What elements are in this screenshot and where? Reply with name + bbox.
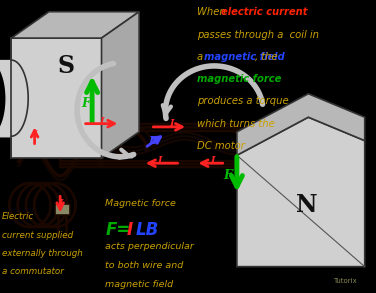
Text: passes through a  coil in: passes through a coil in <box>197 30 319 40</box>
Text: a: a <box>197 52 207 62</box>
Text: acts perpendicular: acts perpendicular <box>105 242 194 251</box>
Text: magnetic field: magnetic field <box>105 280 173 289</box>
Polygon shape <box>102 12 139 158</box>
Text: electric current: electric current <box>221 7 307 17</box>
Text: I: I <box>58 199 62 208</box>
Text: Electric: Electric <box>2 212 34 222</box>
Text: B: B <box>149 135 158 146</box>
Text: Magnetic force: Magnetic force <box>105 199 176 208</box>
Text: N: N <box>296 193 317 217</box>
Text: When: When <box>197 7 229 17</box>
Text: externally through: externally through <box>2 249 83 258</box>
Text: F: F <box>81 97 90 110</box>
Polygon shape <box>237 117 365 267</box>
Text: I: I <box>169 120 173 128</box>
Text: I: I <box>127 221 133 239</box>
Text: , the: , the <box>255 52 277 62</box>
Polygon shape <box>237 94 365 155</box>
Text: a commutator: a commutator <box>2 267 64 276</box>
Text: current supplied: current supplied <box>2 231 73 240</box>
Text: magnetic field: magnetic field <box>204 52 285 62</box>
Text: F: F <box>224 169 233 182</box>
Polygon shape <box>55 204 70 215</box>
Text: DC motor: DC motor <box>197 141 245 151</box>
Text: F=: F= <box>105 221 130 239</box>
Text: which turns the: which turns the <box>197 119 275 129</box>
Text: produces a torque: produces a torque <box>197 96 289 106</box>
Text: I: I <box>210 156 215 165</box>
Text: I: I <box>99 117 104 125</box>
Text: I: I <box>158 156 162 165</box>
Polygon shape <box>11 12 139 38</box>
Text: magnetic force: magnetic force <box>197 74 282 84</box>
Text: I: I <box>32 130 37 139</box>
Text: LB: LB <box>136 221 159 239</box>
Text: S: S <box>57 54 74 78</box>
Polygon shape <box>11 38 102 158</box>
Text: to both wire and: to both wire and <box>105 261 183 270</box>
Text: Tutorix: Tutorix <box>334 278 357 284</box>
